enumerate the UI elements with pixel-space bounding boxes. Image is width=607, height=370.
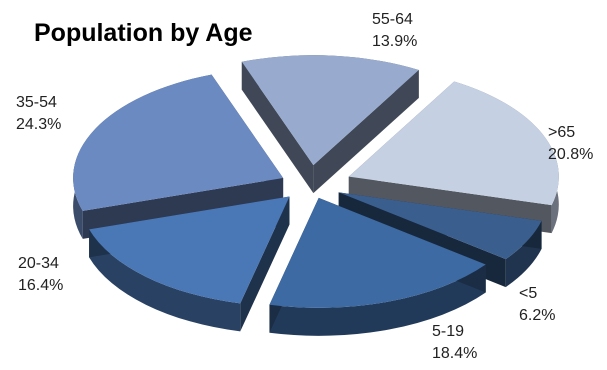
pie-slice-4 <box>241 55 419 194</box>
pie-slice-top-3 <box>73 74 284 211</box>
pie-slice-top-0 <box>338 192 542 260</box>
pie-slice-top-2 <box>89 196 290 304</box>
pie-slice-wall-2-0 <box>240 196 290 332</box>
pie-slice-top-1 <box>269 197 486 308</box>
pie-slice-side-2 <box>89 229 241 332</box>
pie-slice-2 <box>89 196 290 332</box>
slice-value-label: 20.8% <box>548 146 593 163</box>
pie-slice-1 <box>269 197 486 336</box>
slice-category-label: 35-54 <box>16 94 57 111</box>
slice-category-label: >65 <box>548 124 575 141</box>
slice-value-label: 16.4% <box>18 277 63 294</box>
slice-category-label: 20-34 <box>18 255 59 272</box>
slice-value-label: 13.9% <box>372 33 417 50</box>
slice-value-label: 6.2% <box>519 307 555 324</box>
slice-category-label: <5 <box>519 285 537 302</box>
pie-slice-wall-4-1 <box>313 70 419 194</box>
chart-title: Population by Age <box>34 19 253 47</box>
slice-value-label: 24.3% <box>16 116 61 133</box>
slice-value-label: 18.4% <box>432 345 477 362</box>
slice-category-label: 5-19 <box>432 323 464 340</box>
pie-slice-top-5 <box>348 81 559 206</box>
pie-slice-top-4 <box>241 55 419 166</box>
pie-labels: <5 6.2% 5-19 18.4% 20-34 16.4% 35-54 24.3% 55-64… <box>16 11 593 362</box>
pie-slice-side-1 <box>269 264 486 336</box>
slice-category-label: 55-64 <box>372 11 413 28</box>
pie-slice-3 <box>73 74 284 239</box>
pie-slice-wall-4-0 <box>241 61 314 194</box>
pie-slices <box>73 55 559 336</box>
